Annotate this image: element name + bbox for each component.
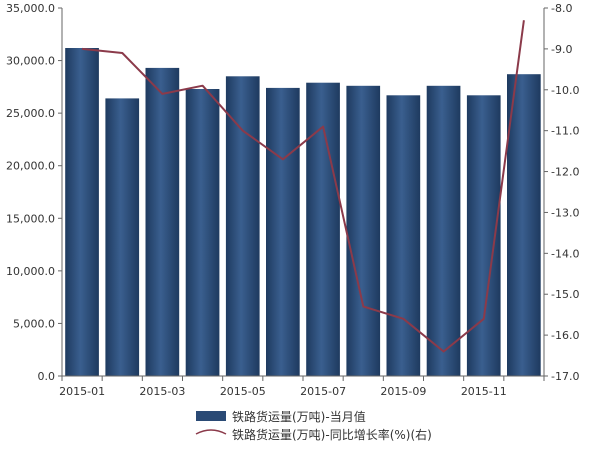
x-tick-label: 2015-07 bbox=[300, 385, 346, 398]
right-tick-label: -14.0 bbox=[551, 247, 579, 260]
legend-bar-label: 铁路货运量(万吨)-当月值 bbox=[232, 409, 366, 424]
bar-2015-03 bbox=[145, 67, 180, 377]
right-tick-label: -8.0 bbox=[551, 2, 572, 15]
plot-area bbox=[62, 8, 544, 376]
bar-2015-07 bbox=[306, 82, 340, 376]
left-tick-label: 25,000.0 bbox=[6, 107, 55, 120]
bar-2015-09 bbox=[386, 95, 421, 377]
right-tick-label: -17.0 bbox=[551, 370, 579, 383]
left-tick-label: 10,000.0 bbox=[6, 265, 55, 278]
right-tick-label: -9.0 bbox=[551, 43, 572, 56]
plot-background bbox=[62, 8, 544, 376]
legend-line-swatch bbox=[195, 429, 227, 435]
growth-rate-line bbox=[81, 20, 525, 353]
bar-2015-02 bbox=[105, 98, 140, 377]
bar-2015-06 bbox=[266, 87, 300, 377]
right-tick-label: -12.0 bbox=[551, 166, 579, 179]
right-tick-label: -15.0 bbox=[551, 288, 579, 301]
x-tick-label: 2015-09 bbox=[380, 385, 426, 398]
bar-series bbox=[65, 48, 541, 377]
legend-line-label: 铁路货运量(万吨)-同比增长率(%)(右) bbox=[232, 427, 432, 442]
legend-bar-swatch bbox=[196, 411, 226, 421]
left-tick-label: 0.0 bbox=[38, 370, 56, 383]
x-tick-label: 2015-11 bbox=[461, 385, 507, 398]
bar-2015-05 bbox=[225, 76, 260, 377]
axes: 0.0 5,000.0 10,000.0 15,000.0 20,000.0 25,000… bbox=[6, 2, 579, 398]
x-tick-label: 2015-01 bbox=[59, 385, 105, 398]
right-tick-label: -13.0 bbox=[551, 206, 579, 219]
left-tick-label: 5,000.0 bbox=[13, 317, 55, 330]
bar-2015-04 bbox=[185, 89, 220, 376]
left-tick-label: 35,000.0 bbox=[6, 2, 55, 15]
x-tick-label: 2015-03 bbox=[139, 385, 185, 398]
line-series bbox=[81, 20, 525, 353]
left-tick-label: 20,000.0 bbox=[6, 160, 55, 173]
right-tick-label: -11.0 bbox=[551, 125, 579, 138]
left-tick-label: 30,000.0 bbox=[6, 55, 55, 68]
right-tick-label: -16.0 bbox=[551, 329, 579, 342]
bar-2015-12 bbox=[507, 74, 541, 376]
x-tick-label: 2015-05 bbox=[220, 385, 266, 398]
bar-2015-08 bbox=[346, 85, 381, 377]
left-tick-label: 15,000.0 bbox=[6, 212, 55, 225]
bar-2015-10 bbox=[426, 85, 461, 377]
legend: 铁路货运量(万吨)-当月值 铁路货运量(万吨)-同比增长率(%)(右) bbox=[195, 409, 432, 442]
right-tick-label: -10.0 bbox=[551, 84, 579, 97]
bar-2015-01 bbox=[65, 48, 99, 376]
